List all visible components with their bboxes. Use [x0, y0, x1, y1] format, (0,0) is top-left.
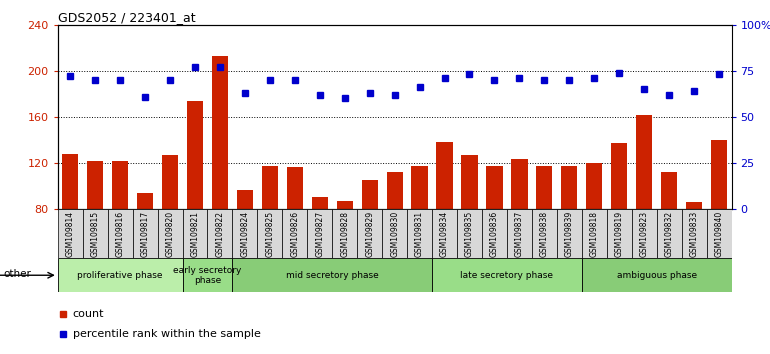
Bar	[387, 172, 403, 209]
FancyBboxPatch shape	[283, 209, 307, 258]
Text: GSM109838: GSM109838	[540, 211, 549, 257]
Text: GSM109817: GSM109817	[141, 211, 149, 257]
Text: GSM109833: GSM109833	[690, 211, 698, 257]
Text: percentile rank within the sample: percentile rank within the sample	[72, 329, 260, 339]
Text: GSM109822: GSM109822	[216, 211, 224, 257]
Text: GSM109814: GSM109814	[65, 211, 75, 257]
Text: mid secretory phase: mid secretory phase	[286, 271, 379, 280]
FancyBboxPatch shape	[532, 209, 557, 258]
Text: GDS2052 / 223401_at: GDS2052 / 223401_at	[58, 11, 196, 24]
FancyBboxPatch shape	[257, 209, 283, 258]
FancyBboxPatch shape	[182, 258, 233, 292]
Bar	[411, 166, 427, 209]
Bar	[312, 198, 328, 209]
Text: GSM109837: GSM109837	[515, 211, 524, 257]
Bar	[162, 155, 178, 209]
Bar	[362, 180, 378, 209]
FancyBboxPatch shape	[432, 209, 457, 258]
Text: GSM109824: GSM109824	[240, 211, 249, 257]
Text: GSM109826: GSM109826	[290, 211, 300, 257]
FancyBboxPatch shape	[582, 258, 732, 292]
FancyBboxPatch shape	[582, 209, 607, 258]
Text: GSM109828: GSM109828	[340, 211, 350, 257]
FancyBboxPatch shape	[82, 209, 108, 258]
FancyBboxPatch shape	[657, 209, 681, 258]
Bar	[286, 167, 303, 209]
FancyBboxPatch shape	[332, 209, 357, 258]
Text: GSM109823: GSM109823	[640, 211, 648, 257]
FancyBboxPatch shape	[482, 209, 507, 258]
FancyBboxPatch shape	[631, 209, 657, 258]
Text: late secretory phase: late secretory phase	[460, 271, 554, 280]
Text: GSM109830: GSM109830	[390, 211, 399, 257]
Bar	[711, 140, 727, 209]
FancyBboxPatch shape	[407, 209, 432, 258]
Bar	[611, 143, 628, 209]
Text: GSM109839: GSM109839	[565, 211, 574, 257]
FancyBboxPatch shape	[108, 209, 132, 258]
Bar	[511, 159, 527, 209]
Text: GSM109820: GSM109820	[166, 211, 175, 257]
Bar	[187, 101, 203, 209]
FancyBboxPatch shape	[233, 258, 432, 292]
FancyBboxPatch shape	[557, 209, 582, 258]
Bar	[336, 201, 353, 209]
FancyBboxPatch shape	[707, 209, 732, 258]
Text: count: count	[72, 309, 104, 319]
Text: GSM109829: GSM109829	[365, 211, 374, 257]
Text: GSM109835: GSM109835	[465, 211, 474, 257]
Bar	[487, 166, 503, 209]
Bar	[461, 155, 477, 209]
Bar	[686, 202, 702, 209]
FancyBboxPatch shape	[233, 209, 257, 258]
Bar	[87, 161, 103, 209]
FancyBboxPatch shape	[607, 209, 631, 258]
Bar	[237, 190, 253, 209]
FancyBboxPatch shape	[382, 209, 407, 258]
Bar	[212, 56, 228, 209]
Text: GSM109821: GSM109821	[190, 211, 199, 257]
Text: GSM109836: GSM109836	[490, 211, 499, 257]
Bar	[661, 172, 678, 209]
Text: other: other	[4, 269, 32, 279]
Bar	[636, 115, 652, 209]
Text: early secretory
phase: early secretory phase	[173, 266, 242, 285]
Bar	[137, 193, 153, 209]
FancyBboxPatch shape	[457, 209, 482, 258]
FancyBboxPatch shape	[132, 209, 158, 258]
Bar	[561, 166, 578, 209]
Text: GSM109818: GSM109818	[590, 211, 599, 257]
Text: GSM109831: GSM109831	[415, 211, 424, 257]
Text: GSM109819: GSM109819	[614, 211, 624, 257]
Text: GSM109840: GSM109840	[715, 211, 724, 257]
Bar	[536, 166, 552, 209]
Text: proliferative phase: proliferative phase	[77, 271, 163, 280]
FancyBboxPatch shape	[307, 209, 332, 258]
Bar	[112, 161, 129, 209]
FancyBboxPatch shape	[357, 209, 382, 258]
Bar	[586, 163, 602, 209]
Text: ambiguous phase: ambiguous phase	[617, 271, 697, 280]
Bar	[437, 142, 453, 209]
FancyBboxPatch shape	[432, 258, 582, 292]
Text: GSM109816: GSM109816	[116, 211, 125, 257]
Text: GSM109834: GSM109834	[440, 211, 449, 257]
FancyBboxPatch shape	[158, 209, 182, 258]
FancyBboxPatch shape	[58, 258, 182, 292]
FancyBboxPatch shape	[58, 209, 82, 258]
Text: GSM109827: GSM109827	[315, 211, 324, 257]
FancyBboxPatch shape	[207, 209, 233, 258]
FancyBboxPatch shape	[681, 209, 707, 258]
FancyBboxPatch shape	[182, 209, 207, 258]
Bar	[62, 154, 79, 209]
Text: GSM109825: GSM109825	[266, 211, 274, 257]
Text: GSM109815: GSM109815	[91, 211, 99, 257]
Text: GSM109832: GSM109832	[665, 211, 674, 257]
FancyBboxPatch shape	[507, 209, 532, 258]
Bar	[262, 166, 278, 209]
